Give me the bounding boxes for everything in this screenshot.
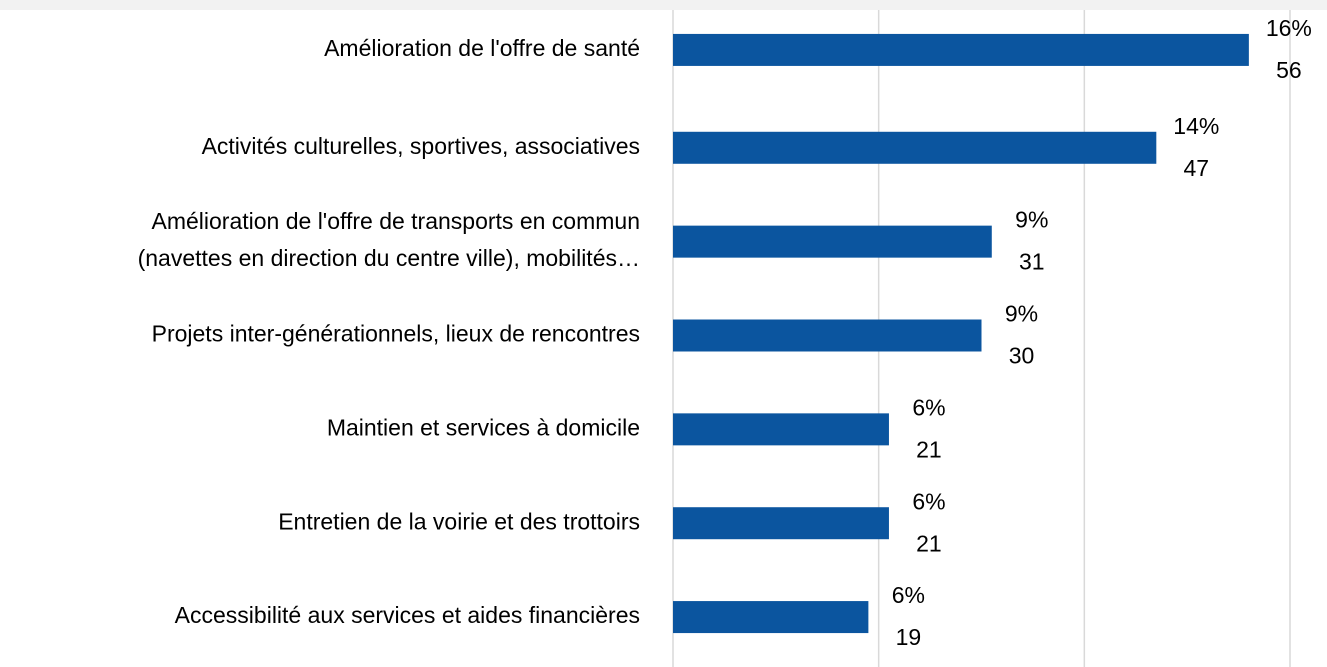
bar — [673, 601, 869, 634]
value-label: 47 — [1184, 155, 1210, 181]
y-tick-label: Amélioration de l'offre de transports en… — [138, 208, 640, 271]
percent-label: 6% — [912, 488, 945, 514]
y-tick-label: Amélioration de l'offre de santé — [324, 35, 640, 61]
y-tick-label: Accessibilité aux services et aides fina… — [175, 602, 640, 628]
percent-label: 14% — [1173, 113, 1219, 139]
label-line: Amélioration de l'offre de transports en… — [152, 208, 641, 234]
y-tick-label: Entretien de la voirie et des trottoirs — [278, 508, 640, 534]
bar — [673, 413, 889, 446]
percent-label: 16% — [1266, 15, 1312, 41]
value-label: 30 — [1009, 343, 1035, 369]
y-tick-label: Projets inter-générationnels, lieux de r… — [152, 321, 640, 347]
value-label: 19 — [896, 624, 922, 650]
value-label: 56 — [1276, 57, 1302, 83]
percent-label: 6% — [912, 394, 945, 420]
y-tick-label: Maintien et services à domicile — [327, 414, 640, 440]
percent-label: 9% — [1015, 207, 1048, 233]
bar — [673, 319, 982, 352]
value-label: 21 — [916, 436, 942, 462]
percent-label: 6% — [892, 582, 925, 608]
bar — [673, 33, 1249, 66]
bar — [673, 131, 1157, 164]
top-band — [0, 0, 1327, 10]
value-label: 31 — [1019, 249, 1045, 275]
label-line: (navettes en direction du centre ville),… — [138, 245, 640, 271]
bar — [673, 507, 889, 540]
y-tick-label: Activités culturelles, sportives, associ… — [202, 133, 640, 159]
value-label: 21 — [916, 530, 942, 556]
bar — [673, 225, 992, 258]
percent-label: 9% — [1005, 301, 1038, 327]
